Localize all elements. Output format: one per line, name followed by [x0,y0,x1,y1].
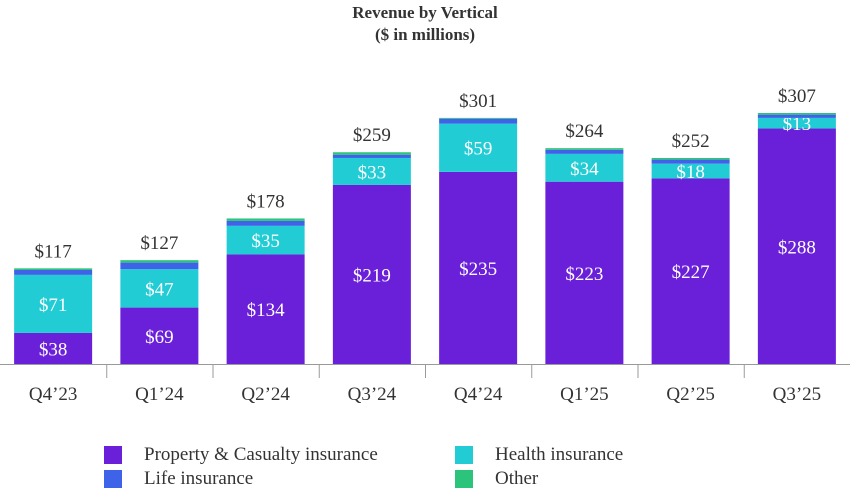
bar-other-q4-23 [14,268,93,270]
legend-label-health: Health insurance [495,444,624,465]
total-label-q3-24: $259 [353,125,391,146]
total-label-q2-24: $178 [247,191,285,212]
bar-life-insurance-q2-25 [651,159,730,164]
data-label-health-insurance-q3-25: $13 [783,114,812,135]
chart-subtitle: ($ in millions) [374,25,476,44]
data-label-health-insurance-q1-25: $34 [570,159,599,180]
bar-other-q3-24 [332,152,411,155]
legend-item-other: Other [455,468,538,490]
x-tick-label-q2-25: Q2’25 [666,384,715,405]
legend-swatch-other [455,470,473,488]
bar-property-and-casualty-insurance-q2-24 [226,254,305,364]
bar-property-and-casualty-insurance-q3-24 [332,184,411,364]
x-tick-label-q3-25: Q3’25 [773,384,822,405]
data-label-property-and-casualty-insurance-q3-25: $288 [778,237,816,258]
legend-swatch-health [455,446,473,464]
legend-item-life: Life insurance [104,468,253,490]
bar-property-and-casualty-insurance-q1-25 [545,181,624,364]
bar-property-and-casualty-insurance-q1-24 [120,307,199,364]
bar-other-q1-25 [545,148,624,150]
legend-swatch-property-casualty [104,446,122,464]
bar-property-and-casualty-insurance-q3-25 [757,128,836,364]
bar-other-q1-24 [120,260,199,263]
legend-label-other: Other [495,468,539,489]
bar-life-insurance-q3-24 [332,154,411,158]
legend-item-health: Health insurance [455,444,623,466]
bar-life-insurance-q1-25 [545,149,624,154]
data-label-property-and-casualty-insurance-q2-25: $227 [672,262,710,283]
data-label-health-insurance-q1-24: $47 [145,279,174,300]
bar-other-q4-24 [439,117,518,119]
chart-title-main: Revenue by Vertical [352,3,498,22]
chart-title: Revenue by Vertical ($ in millions) [0,2,850,46]
data-label-property-and-casualty-insurance-q4-23: $38 [39,339,68,360]
data-label-health-insurance-q2-25: $18 [676,162,705,183]
data-label-health-insurance-q2-24: $35 [251,231,280,252]
bar-other-q2-24 [226,218,305,221]
legend-item-property-casualty: Property & Casualty insurance [104,444,378,466]
data-label-health-insurance-q3-24: $33 [358,162,387,183]
legend-swatch-life [104,470,122,488]
bar-other-q2-25 [651,157,730,160]
bar-life-insurance-q4-23 [14,269,93,275]
legend-label-property-casualty: Property & Casualty insurance [144,444,378,465]
bar-life-insurance-q1-24 [120,262,199,270]
bar-other-q3-25 [757,113,836,115]
bar-property-and-casualty-insurance-q4-24 [439,171,518,364]
total-label-q4-24: $301 [459,91,497,112]
legend-label-life: Life insurance [144,468,254,489]
data-label-property-and-casualty-insurance-q1-25: $223 [565,264,603,285]
bar-health-insurance-q4-23 [14,274,93,333]
data-label-health-insurance-q4-24: $59 [464,139,493,160]
bar-health-insurance-q3-25 [757,117,836,129]
data-label-property-and-casualty-insurance-q2-24: $134 [247,300,286,321]
bar-health-insurance-q1-24 [120,269,199,308]
bar-life-insurance-q4-24 [439,118,518,124]
bar-life-insurance-q3-25 [757,114,836,118]
total-label-q2-25: $252 [672,131,710,152]
data-label-property-and-casualty-insurance-q4-24: $235 [459,259,497,280]
bar-life-insurance-q2-24 [226,220,305,226]
x-tick-label-q1-24: Q1’24 [135,384,184,405]
bar-health-insurance-q3-24 [332,157,411,185]
data-label-property-and-casualty-insurance-q3-24: $219 [353,265,391,286]
x-tick-label-q4-24: Q4’24 [454,384,503,405]
total-label-q4-23: $117 [34,241,71,262]
bar-health-insurance-q2-24 [226,225,305,255]
bar-property-and-casualty-insurance-q4-23 [14,332,93,364]
bar-health-insurance-q2-25 [651,163,730,179]
x-tick-label-q4-23: Q4’23 [29,384,78,405]
x-tick-label-q2-24: Q2’24 [241,384,290,405]
data-label-property-and-casualty-insurance-q1-24: $69 [145,327,174,348]
total-label-q1-25: $264 [565,121,604,142]
total-label-q1-24: $127 [140,233,178,254]
bar-health-insurance-q1-25 [545,153,624,182]
x-tick-label-q1-25: Q1’25 [560,384,609,405]
bar-health-insurance-q4-24 [439,123,518,172]
x-tick-label-q3-24: Q3’24 [348,384,397,405]
total-label-q3-25: $307 [778,86,816,107]
data-label-health-insurance-q4-23: $71 [39,295,68,316]
bar-property-and-casualty-insurance-q2-25 [651,178,730,364]
